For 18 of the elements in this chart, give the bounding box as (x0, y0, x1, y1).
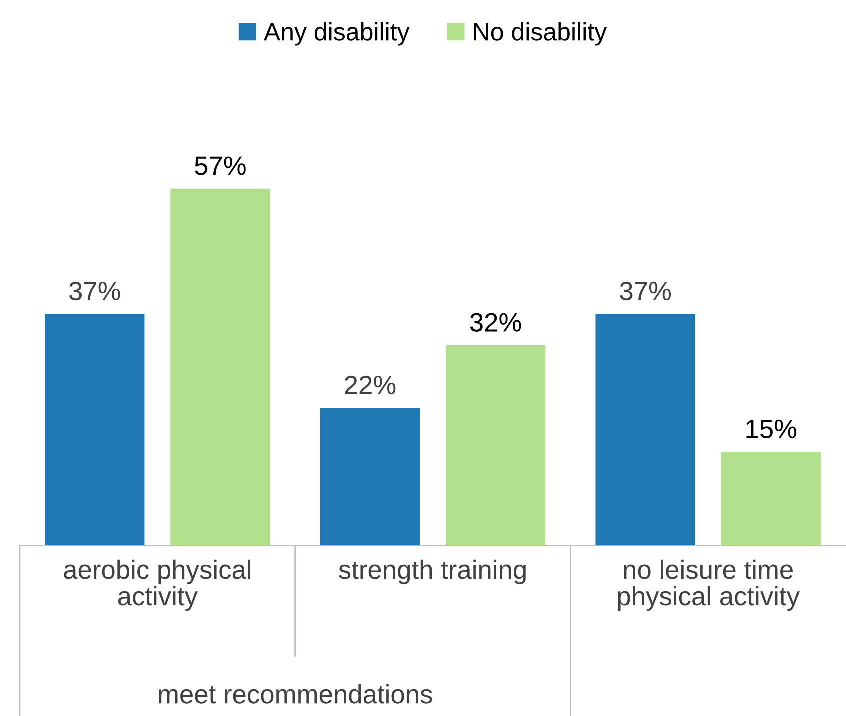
data-label: 37% (620, 282, 672, 301)
bar (320, 408, 420, 546)
legend-label: Any disability (264, 22, 410, 46)
data-label: 37% (69, 282, 120, 301)
text: meet recommendations (159, 684, 432, 704)
bar (45, 314, 145, 546)
x-tick-label: strength training (339, 560, 526, 584)
bar (721, 452, 821, 546)
bar (170, 188, 270, 546)
x-tick-label: aerobic physical activity (64, 560, 251, 611)
data-label: 57% (195, 156, 246, 176)
data-label: 32% (470, 313, 522, 332)
data-label: 15% (746, 420, 797, 438)
bar (596, 314, 696, 546)
legend-label: No disability (474, 22, 608, 46)
bar (446, 346, 546, 546)
x-tick-label: no leisure time physical activity (618, 560, 800, 611)
data-label: 22% (345, 376, 396, 395)
